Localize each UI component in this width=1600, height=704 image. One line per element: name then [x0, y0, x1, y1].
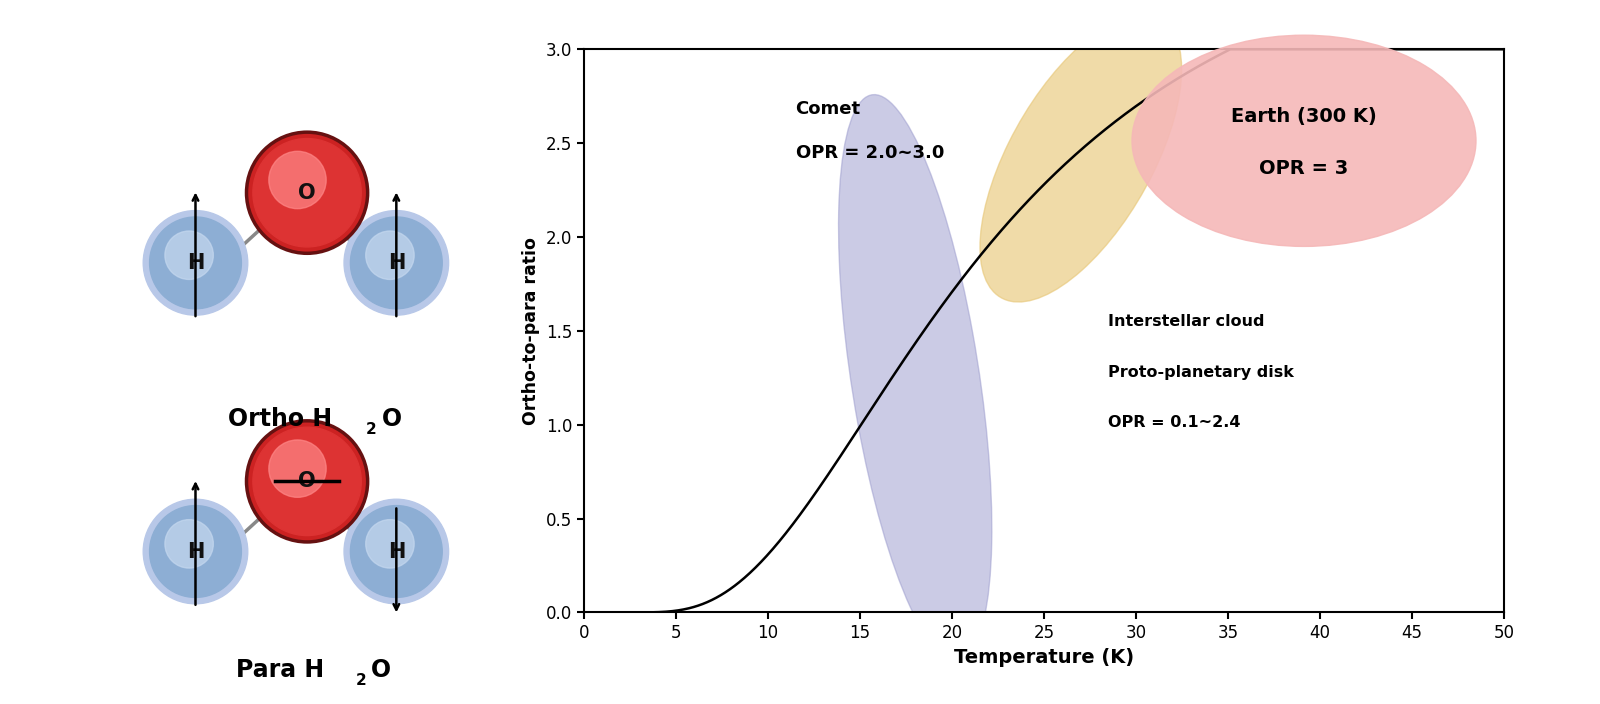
Circle shape — [350, 505, 442, 598]
Circle shape — [344, 210, 448, 315]
Text: H: H — [187, 541, 205, 562]
Text: Earth (300 K): Earth (300 K) — [1230, 107, 1378, 125]
Text: Para H: Para H — [235, 658, 325, 682]
Circle shape — [350, 217, 442, 309]
Text: H: H — [387, 541, 405, 562]
Ellipse shape — [979, 14, 1182, 302]
Text: O: O — [382, 407, 402, 431]
Circle shape — [165, 231, 213, 279]
Text: Proto-planetary disk: Proto-planetary disk — [1109, 365, 1294, 379]
Ellipse shape — [838, 94, 992, 661]
Circle shape — [144, 499, 248, 604]
Circle shape — [253, 427, 362, 536]
Circle shape — [149, 505, 242, 598]
Circle shape — [344, 499, 448, 604]
Text: 2: 2 — [366, 422, 376, 437]
Text: Ortho H: Ortho H — [227, 407, 333, 431]
Text: 2: 2 — [357, 673, 366, 689]
Circle shape — [253, 139, 362, 247]
Y-axis label: Ortho-to-para ratio: Ortho-to-para ratio — [522, 237, 541, 425]
Circle shape — [366, 520, 414, 568]
Circle shape — [165, 520, 213, 568]
Circle shape — [246, 421, 368, 542]
Text: H: H — [187, 253, 205, 273]
Circle shape — [366, 231, 414, 279]
Text: O: O — [298, 183, 315, 203]
Circle shape — [269, 440, 326, 497]
Text: Interstellar cloud: Interstellar cloud — [1109, 314, 1266, 329]
Text: OPR = 2.0~3.0: OPR = 2.0~3.0 — [795, 144, 944, 161]
Text: OPR = 0.1~2.4: OPR = 0.1~2.4 — [1109, 415, 1242, 430]
X-axis label: Temperature (K): Temperature (K) — [954, 648, 1134, 667]
Circle shape — [269, 151, 326, 208]
Circle shape — [149, 217, 242, 309]
Text: O: O — [298, 472, 315, 491]
Text: H: H — [387, 253, 405, 273]
Circle shape — [246, 132, 368, 253]
Text: O: O — [371, 658, 390, 682]
Text: OPR = 3: OPR = 3 — [1259, 160, 1349, 178]
Text: Comet: Comet — [795, 101, 861, 118]
Circle shape — [144, 210, 248, 315]
